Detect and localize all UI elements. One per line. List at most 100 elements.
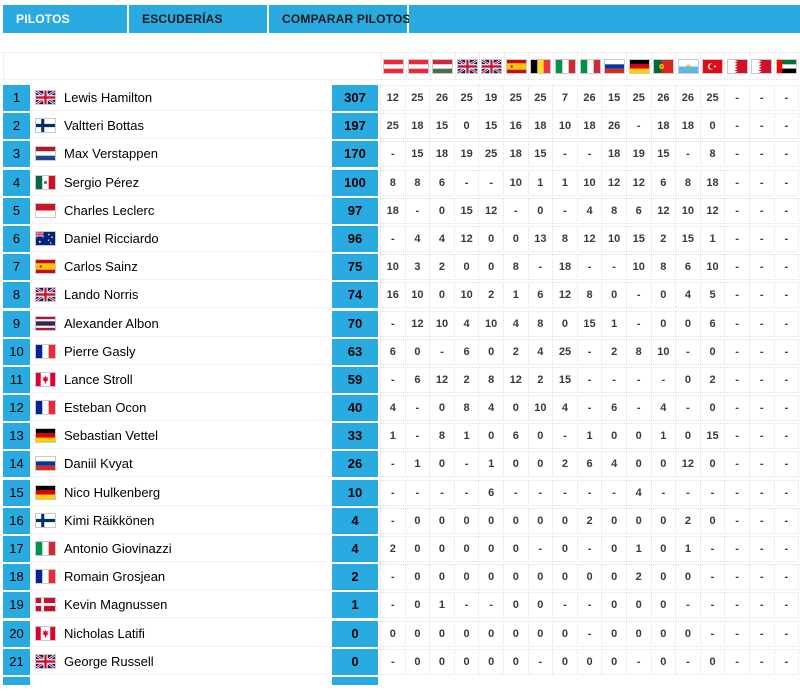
driver-cell[interactable]: Carlos Sainz	[32, 254, 332, 281]
race-points-cell: 0	[625, 423, 652, 450]
position-cell: 3	[3, 141, 30, 168]
driver-row: 20 Nicholas Latifi 0 0 0 0 0 0 0 0 0-0 0 0 0- - - -	[0, 620, 800, 647]
race-points-cell: -	[675, 395, 701, 422]
race-points-cell: 0	[699, 395, 726, 422]
race-points-cell: 8	[576, 282, 603, 309]
driver-cell[interactable]: Kevin Magnussen	[32, 592, 332, 619]
flag-canada-icon	[35, 625, 56, 641]
race-points-cell: 26	[576, 85, 603, 111]
race-points-cell: 0	[650, 648, 677, 675]
driver-name: Pierre Gasly	[64, 343, 136, 359]
race-points-cell: 10	[404, 282, 431, 309]
driver-cell[interactable]: Kimi Räikkönen	[32, 508, 332, 534]
race-points-cell: -	[748, 282, 775, 309]
tab-pilotos[interactable]: PILOTOS	[3, 5, 127, 33]
race-points-cell: -	[748, 141, 775, 168]
total-points-cell: 74	[332, 282, 378, 309]
race-points-cell: 2	[527, 366, 554, 393]
driver-row: 5 Charles Leclerc 97 18-0 15 12-0-4 8 6 12 10 12- -…	[0, 197, 800, 224]
driver-cell[interactable]: Nicholas Latifi	[32, 621, 332, 647]
driver-cell[interactable]: Lewis Hamilton	[32, 85, 332, 111]
race-points-cell: 18	[380, 197, 406, 224]
race-results: 1-8 1 0 6 0-1 0 0 1 0 15- - -	[380, 423, 800, 450]
race-results: 10 3 2 0 0 8-18- -10 8 6 10- - -	[380, 254, 800, 281]
race-column-header	[601, 52, 628, 80]
race-points-cell: -	[748, 169, 775, 196]
race-points-cell: 12	[453, 225, 480, 252]
race-points-cell: -	[380, 225, 406, 252]
race-points-cell: 7	[552, 85, 578, 111]
flag-australia-icon	[35, 230, 56, 246]
race-points-cell: 6	[453, 338, 480, 365]
flag-mexico-icon	[35, 174, 56, 190]
race-points-cell: 8	[625, 338, 652, 365]
race-points-cell: 0	[675, 620, 701, 647]
driver-cell[interactable]: Max Verstappen	[32, 141, 332, 168]
driver-cell[interactable]: Valtteri Bottas	[32, 113, 332, 140]
driver-cell[interactable]: Charles Leclerc	[32, 198, 332, 224]
race-points-cell: -	[773, 225, 800, 252]
driver-cell[interactable]: Antonio Giovinazzi	[32, 536, 332, 562]
flag-finland-icon	[35, 118, 56, 134]
race-results: 4-0 8 4 0 10 4-6-4-0- - -	[380, 395, 800, 422]
race-points-cell: 26	[675, 85, 701, 111]
race-points-cell: 0	[453, 536, 480, 562]
driver-cell[interactable]: Romain Grosjean	[32, 564, 332, 591]
race-points-cell: -	[773, 141, 800, 168]
race-points-cell: 12	[576, 225, 603, 252]
driver-cell[interactable]: Daniil Kvyat	[32, 451, 332, 478]
driver-cell[interactable]: Lance Stroll	[32, 367, 332, 393]
flag-italy-icon	[35, 541, 56, 556]
race-points-cell: 0	[404, 507, 431, 534]
race-points-cell: 4	[502, 310, 529, 337]
race-points-cell: -	[380, 592, 406, 619]
race-points-cell: 25	[404, 85, 431, 111]
race-points-cell: 0	[502, 395, 529, 422]
table-cutoff-row	[0, 676, 800, 685]
driver-row: 4 Sergio Pérez 100 8 8 6- -10 1 1 10 12 12 6 8 18- - -	[0, 169, 800, 196]
position-cell: 18	[3, 564, 30, 591]
driver-name: Daniil Kvyat	[64, 456, 133, 472]
race-points-cell: 8	[552, 225, 578, 252]
position-cell: 5	[3, 197, 30, 224]
driver-cell[interactable]: George Russell	[32, 649, 332, 675]
driver-cell[interactable]: Esteban Ocon	[32, 395, 332, 422]
driver-cell[interactable]: Lando Norris	[32, 282, 332, 309]
tab-escuderias[interactable]: ESCUDERÍAS	[129, 5, 267, 33]
race-points-cell: -	[576, 479, 603, 506]
driver-cell[interactable]: Sergio Pérez	[32, 170, 332, 196]
driver-row: 16 Kimi Räikkönen 4-0 0 0 0 0 0 0 2 0 0 0 2 0- - -	[0, 507, 800, 534]
tab-comparar-pilotos[interactable]: COMPARAR PILOTOS	[269, 5, 411, 33]
race-points-cell: 8	[527, 310, 554, 337]
driver-cell[interactable]: Nico Hulkenberg	[32, 480, 332, 506]
race-points-cell: -	[724, 141, 750, 168]
race-points-cell: -	[650, 366, 677, 393]
race-points-cell: 10	[527, 395, 554, 422]
race-points-cell: 18	[675, 113, 701, 140]
driver-cell[interactable]: Pierre Gasly	[32, 339, 332, 365]
race-points-cell: 10	[453, 282, 480, 309]
flag-france-icon	[35, 343, 56, 359]
race-column-header	[724, 52, 750, 80]
race-points-cell: 0	[552, 620, 578, 647]
race-points-cell: 0	[502, 648, 529, 675]
race-points-cell: -	[724, 536, 750, 562]
race-points-cell: -	[724, 282, 750, 309]
race-points-cell: -	[748, 338, 775, 365]
race-points-cell: 6	[429, 169, 455, 196]
race-points-cell: 4	[625, 479, 652, 506]
race-column-header	[773, 52, 800, 80]
flag-russia-icon	[35, 456, 56, 472]
race-points-cell: 0	[699, 451, 726, 478]
race-points-cell: 0	[502, 451, 529, 478]
race-points-cell: 4	[675, 282, 701, 309]
driver-cell[interactable]: Sebastian Vettel	[32, 423, 332, 450]
driver-cell[interactable]: Daniel Ricciardo	[32, 226, 332, 252]
race-points-cell: 0	[650, 620, 677, 647]
position-cell: 7	[3, 254, 30, 281]
race-points-cell: 1	[429, 592, 455, 619]
race-points-cell: 0	[478, 254, 504, 281]
driver-cell[interactable]: Alexander Albon	[32, 311, 332, 337]
race-points-cell: 4	[453, 310, 480, 337]
